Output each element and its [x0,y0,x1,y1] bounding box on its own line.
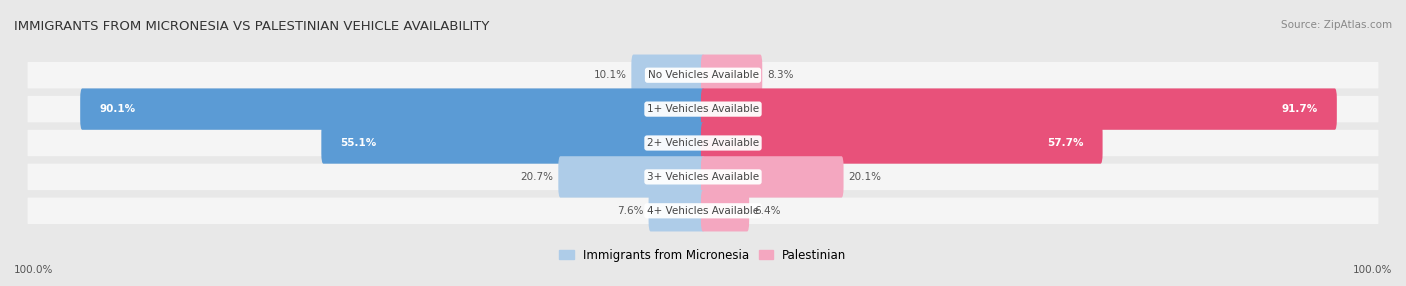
FancyBboxPatch shape [80,88,704,130]
FancyBboxPatch shape [648,190,704,231]
FancyBboxPatch shape [28,198,1378,224]
Text: 8.3%: 8.3% [768,70,793,80]
FancyBboxPatch shape [702,122,1102,164]
Text: 6.4%: 6.4% [754,206,780,216]
FancyBboxPatch shape [28,130,1378,156]
Text: 55.1%: 55.1% [340,138,377,148]
Text: 20.7%: 20.7% [520,172,554,182]
FancyBboxPatch shape [322,122,704,164]
Text: 3+ Vehicles Available: 3+ Vehicles Available [647,172,759,182]
FancyBboxPatch shape [28,62,1378,88]
Text: 2+ Vehicles Available: 2+ Vehicles Available [647,138,759,148]
Text: IMMIGRANTS FROM MICRONESIA VS PALESTINIAN VEHICLE AVAILABILITY: IMMIGRANTS FROM MICRONESIA VS PALESTINIA… [14,20,489,33]
Text: 4+ Vehicles Available: 4+ Vehicles Available [647,206,759,216]
FancyBboxPatch shape [702,190,749,231]
FancyBboxPatch shape [558,156,704,198]
Text: Source: ZipAtlas.com: Source: ZipAtlas.com [1281,20,1392,30]
FancyBboxPatch shape [28,96,1378,122]
FancyBboxPatch shape [702,55,762,96]
Text: 20.1%: 20.1% [848,172,882,182]
Legend: Immigrants from Micronesia, Palestinian: Immigrants from Micronesia, Palestinian [560,249,846,262]
FancyBboxPatch shape [28,164,1378,190]
Text: 7.6%: 7.6% [617,206,644,216]
FancyBboxPatch shape [631,55,704,96]
FancyBboxPatch shape [702,88,1337,130]
Text: 57.7%: 57.7% [1047,138,1083,148]
Text: 100.0%: 100.0% [1353,265,1392,275]
Text: 1+ Vehicles Available: 1+ Vehicles Available [647,104,759,114]
Text: 91.7%: 91.7% [1281,104,1317,114]
Text: 100.0%: 100.0% [14,265,53,275]
Text: 90.1%: 90.1% [100,104,135,114]
FancyBboxPatch shape [702,156,844,198]
Text: 10.1%: 10.1% [593,70,627,80]
Text: No Vehicles Available: No Vehicles Available [648,70,758,80]
